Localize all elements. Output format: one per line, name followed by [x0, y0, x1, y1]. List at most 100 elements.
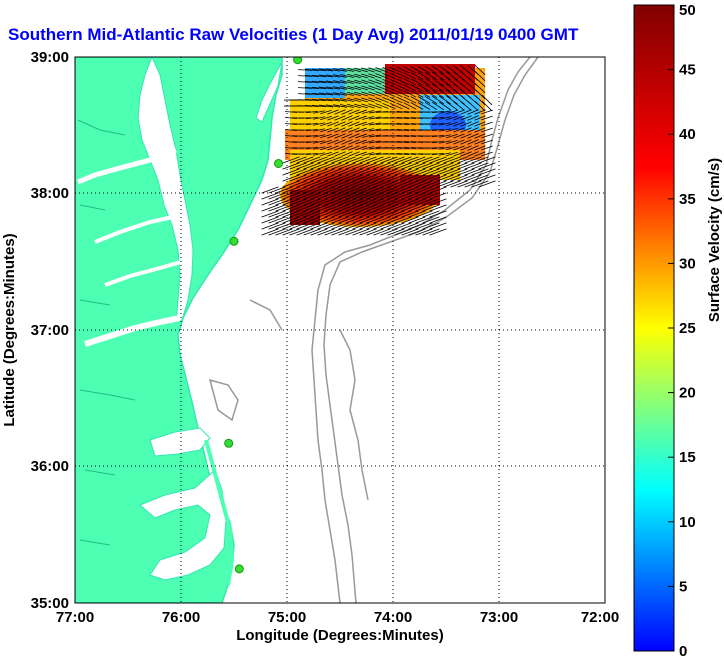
vector-arrow [289, 204, 307, 212]
vector-arrow [380, 192, 398, 200]
vector-arrow [396, 129, 410, 131]
vector-arrow [467, 115, 479, 121]
vector-arrow [446, 145, 458, 151]
vector-arrow [457, 162, 475, 170]
vector-arrow [303, 174, 321, 182]
vector-arrow [338, 228, 356, 236]
vector-arrow [443, 180, 461, 188]
vector-arrow [431, 116, 445, 120]
vector-arrow [326, 86, 340, 90]
vector-arrow [415, 210, 433, 218]
vector-arrow [431, 83, 445, 93]
vector-arrow [327, 133, 339, 139]
vector-arrow [389, 84, 403, 92]
vector-arrow [439, 83, 451, 93]
vector-arrow [338, 180, 356, 188]
vector-arrow [403, 117, 417, 119]
vector-arrow [394, 198, 412, 206]
vector-arrow [359, 210, 377, 218]
vector-arrow [474, 145, 486, 151]
vector-arrow [354, 73, 368, 79]
vector-arrow [481, 94, 493, 106]
vector-arrow [478, 168, 496, 176]
vector-arrow [453, 145, 465, 151]
vector-arrow [394, 216, 412, 224]
vector-arrow [354, 91, 368, 97]
vector-arrow [389, 78, 403, 86]
vector-arrow [341, 151, 353, 157]
vector-arrow [303, 180, 321, 188]
vector-arrow [424, 95, 438, 105]
vector-arrow [366, 174, 384, 182]
colorbar-tick-label: 0 [679, 643, 687, 659]
vector-arrow [387, 222, 405, 230]
vector-arrow [261, 198, 279, 206]
vector-arrow [401, 228, 419, 236]
vector-arrow [345, 162, 363, 170]
vector-arrow [424, 65, 438, 75]
potomac-river [77, 147, 177, 185]
vector-arrow [436, 168, 454, 176]
vector-arrow [422, 198, 440, 206]
vector-arrow [387, 180, 405, 188]
vector-arrow [417, 72, 431, 80]
vector-arrow [331, 216, 349, 224]
x-tick-label: 72:00 [581, 609, 619, 626]
vector-arrow [317, 228, 335, 236]
vector-arrow [341, 127, 353, 133]
vector-arrow [396, 72, 410, 80]
vector-arrow [375, 97, 389, 103]
vector-arrow [396, 117, 410, 119]
vector-arrow [340, 74, 354, 78]
vector-arrow [439, 95, 451, 105]
vector-arrow [424, 111, 438, 113]
vector-arrow [366, 210, 384, 218]
vector-arrow [387, 186, 405, 194]
vector-arrow [439, 152, 451, 156]
vector-arrow [467, 121, 479, 127]
vector-arrow [394, 156, 412, 164]
vector-arrow [345, 198, 363, 206]
vector-arrow [408, 198, 426, 206]
vector-arrow [313, 122, 325, 126]
vector-arrow [310, 192, 328, 200]
colorbar-tick-label: 10 [679, 514, 696, 531]
vector-arrow [296, 162, 314, 170]
vector-arrow [373, 216, 391, 224]
vector-arrow [289, 174, 307, 182]
vector-arrow [443, 168, 461, 176]
vector-arrow [373, 198, 391, 206]
vector-arrow [348, 139, 360, 145]
vector-arrow [261, 228, 279, 236]
vector-arrow [324, 228, 342, 236]
vector-arrow [431, 122, 445, 126]
vector-arrow [403, 96, 417, 104]
vector-arrow [424, 153, 438, 155]
vector-arrow [389, 102, 403, 110]
x-tick-label: 75:00 [268, 609, 306, 626]
vector-arrow [305, 134, 319, 138]
vector-arrow [429, 180, 447, 188]
vector-arrow [320, 121, 332, 127]
velocity-vectors [261, 64, 496, 236]
vector-arrow [403, 78, 417, 86]
vector-arrow [422, 216, 440, 224]
grid-lines [75, 57, 605, 603]
vector-arrow [373, 228, 391, 236]
vector-arrow [410, 84, 424, 92]
vector-arrow [424, 71, 438, 81]
vector-arrow [422, 204, 440, 212]
vector-arrow [453, 109, 465, 115]
vector-arrow [453, 139, 465, 145]
vector-arrow [326, 80, 340, 84]
vector-arrow [317, 168, 335, 176]
vector-arrow [366, 168, 384, 176]
vector-arrow [338, 216, 356, 224]
vector-arrow [368, 97, 382, 103]
vector-arrow [310, 204, 328, 212]
vector-arrow [403, 90, 417, 98]
vector-arrow [345, 204, 363, 212]
vector-arrow [373, 210, 391, 218]
vector-arrow [362, 116, 374, 120]
vector-arrow [460, 139, 472, 145]
